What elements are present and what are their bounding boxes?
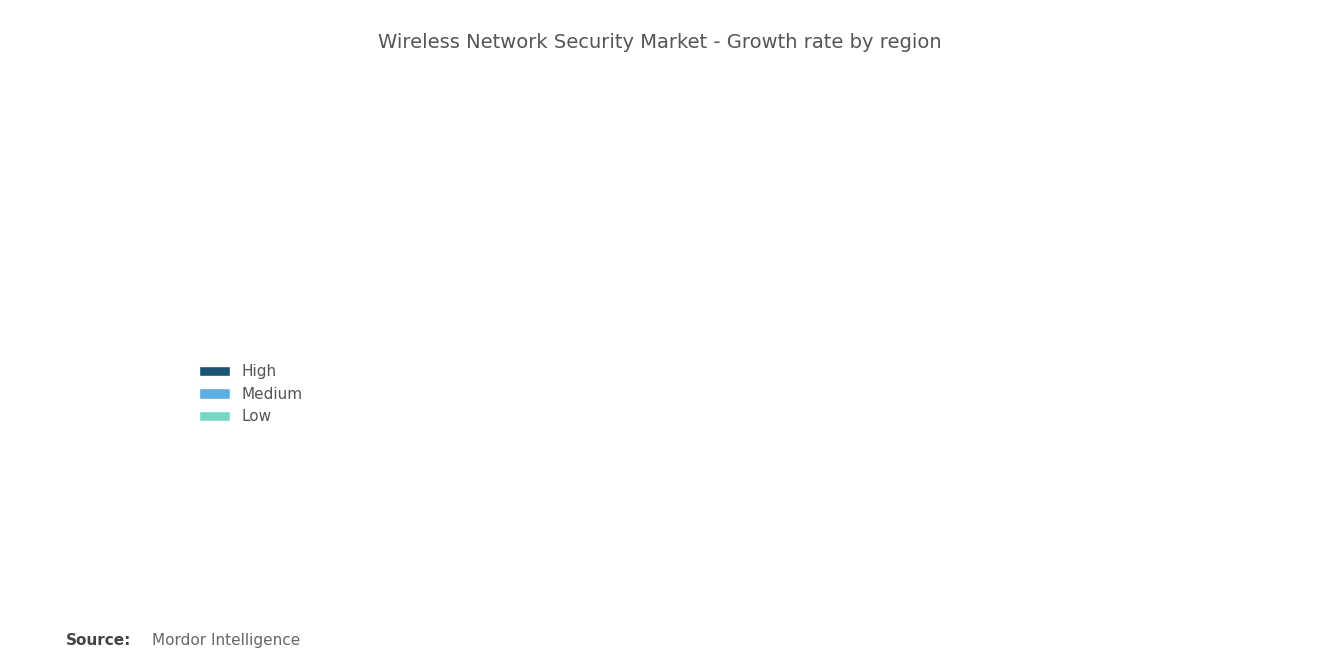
Legend: High, Medium, Low: High, Medium, Low bbox=[193, 358, 309, 431]
Text: Mordor Intelligence: Mordor Intelligence bbox=[152, 633, 300, 648]
Text: Source:: Source: bbox=[66, 633, 132, 648]
Text: Wireless Network Security Market - Growth rate by region: Wireless Network Security Market - Growt… bbox=[379, 33, 941, 53]
